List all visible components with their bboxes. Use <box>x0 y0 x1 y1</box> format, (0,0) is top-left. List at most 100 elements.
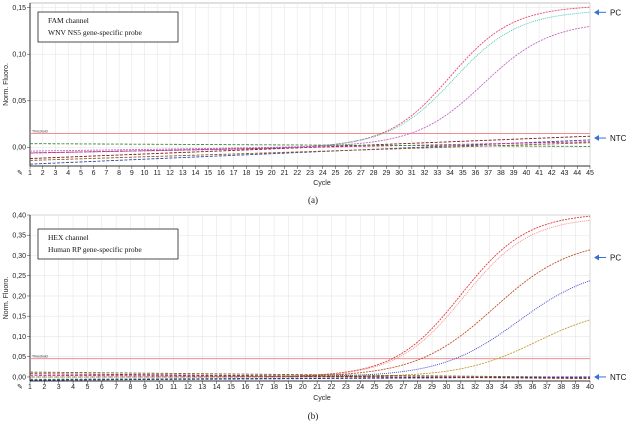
series-line-ntc-2 <box>30 139 590 165</box>
x-tick-label: 14 <box>192 170 200 177</box>
x-tick-label: 25 <box>371 384 379 391</box>
x-tick-label: 41 <box>535 170 543 177</box>
panel-label: (b) <box>308 411 319 421</box>
x-tick-label: 16 <box>241 384 249 391</box>
x-tick-label: 23 <box>342 384 350 391</box>
x-tick-label: 36 <box>472 170 480 177</box>
x-tick-label: 6 <box>92 170 96 177</box>
x-tick-label: 39 <box>510 170 518 177</box>
x-tick-label: 12 <box>166 170 174 177</box>
x-tick-label: 9 <box>143 384 147 391</box>
annotation-arrow-head-icon <box>594 254 599 261</box>
panel-a-chart: 1 2 3 4 5 6 7 8 9 10 11 12 13 14 15 16 17 18 19 20 21 22 23 24 2… <box>3 2 627 205</box>
x-tick-label: 37 <box>484 170 492 177</box>
y-tick-label: 0,10 <box>12 334 26 341</box>
x-tick-label: 28 <box>414 384 422 391</box>
x-tick-label: 44 <box>573 170 581 177</box>
y-tick-label: 0,10 <box>12 52 26 59</box>
x-tick-label: 38 <box>497 170 505 177</box>
x-tick-label: 30 <box>395 170 403 177</box>
x-tick-label: 18 <box>270 384 278 391</box>
x-tick-label: 6 <box>100 384 104 391</box>
y-tick-label: 0,35 <box>12 233 26 240</box>
axis-corner-icon: ✎ <box>17 384 23 391</box>
x-tick-label: 3 <box>57 384 61 391</box>
x-tick-label: 23 <box>306 170 314 177</box>
y-tick-label: 0,25 <box>12 273 26 280</box>
x-tick-label: 32 <box>421 170 429 177</box>
x-tick-label: 26 <box>385 384 393 391</box>
annotation-label: PC <box>610 8 621 17</box>
x-tick-label: 30 <box>443 384 451 391</box>
x-tick-label: 40 <box>586 384 594 391</box>
x-tick-label: 4 <box>66 170 70 177</box>
x-tick-label: 15 <box>204 170 212 177</box>
x-tick-label: 8 <box>129 384 133 391</box>
series-line-ntc-4 <box>30 376 590 381</box>
y-tick-label: 0,05 <box>12 98 26 105</box>
x-tick-label: 36 <box>529 384 537 391</box>
x-tick-label: 35 <box>514 384 522 391</box>
x-tick-label: 7 <box>114 384 118 391</box>
x-tick-label: 12 <box>184 384 192 391</box>
x-tick-label: 18 <box>242 170 250 177</box>
y-tick-label: 0,05 <box>12 354 26 361</box>
x-tick-label: 15 <box>227 384 235 391</box>
x-tick-label: 21 <box>281 170 289 177</box>
x-tick-label: 13 <box>179 170 187 177</box>
x-tick-label: 33 <box>433 170 441 177</box>
annotation-arrow-head-icon <box>594 373 599 380</box>
y-tick-label: 0,15 <box>12 314 26 321</box>
x-tick-label: 4 <box>71 384 75 391</box>
x-tick-label: 7 <box>104 170 108 177</box>
x-tick-label: 37 <box>543 384 551 391</box>
legend-box <box>37 11 179 43</box>
x-tick-label: 2 <box>42 384 46 391</box>
x-tick-label: 21 <box>313 384 321 391</box>
series-line-ntc-5 <box>30 373 590 380</box>
x-tick-label: 14 <box>213 384 221 391</box>
y-tick-label: 0,20 <box>12 293 26 300</box>
y-tick-label: 0,00 <box>12 374 26 381</box>
x-tick-label: 13 <box>198 384 206 391</box>
axis-corner-icon: ✎ <box>17 170 23 177</box>
x-tick-label: 5 <box>85 384 89 391</box>
x-tick-label: 33 <box>486 384 494 391</box>
x-tick-label: 27 <box>357 170 365 177</box>
legend-subtitle: Human RP gene-specific probe <box>48 245 142 254</box>
x-tick-label: 24 <box>356 384 364 391</box>
y-tick-label: 0,15 <box>12 5 26 12</box>
x-tick-label: 19 <box>255 170 263 177</box>
series-line-ntc-4 <box>30 143 590 147</box>
panel-label: (a) <box>308 195 318 205</box>
x-tick-label: 29 <box>428 384 436 391</box>
series-group <box>30 215 590 381</box>
x-tick-label: 32 <box>471 384 479 391</box>
x-tick-label: 3 <box>54 170 58 177</box>
series-line-ntc-3 <box>30 371 590 378</box>
x-tick-label: 10 <box>155 384 163 391</box>
annotation-arrow-head-icon <box>594 135 599 142</box>
annotation-label: PC <box>610 254 621 263</box>
x-tick-label: 2 <box>41 170 45 177</box>
x-tick-label: 40 <box>522 170 530 177</box>
x-tick-label: 45 <box>586 170 594 177</box>
x-tick-label: 34 <box>500 384 508 391</box>
series-line-ntc-3 <box>30 141 590 154</box>
legend-box <box>37 228 179 260</box>
x-tick-label: 17 <box>256 384 264 391</box>
x-tick-label: 42 <box>548 170 556 177</box>
x-tick-label: 8 <box>117 170 121 177</box>
annotation-label: NTC <box>610 134 627 143</box>
x-tick-label: 29 <box>382 170 390 177</box>
panel-b-chart: 1 2 3 4 5 6 7 8 9 10 11 12 13 14 15 16 17 18 19 20 21 22 23 24 2… <box>3 212 627 421</box>
y-tick-label: 0,30 <box>12 253 26 260</box>
x-axis-label: Cycle <box>313 180 331 187</box>
x-tick-label: 10 <box>141 170 149 177</box>
y-axis-label: Norm. Fluoro. <box>3 63 10 106</box>
x-tick-label: 22 <box>293 170 301 177</box>
y-tick-label: 0,00 <box>12 145 26 152</box>
x-tick-label: 39 <box>572 384 580 391</box>
x-tick-label: 9 <box>130 170 134 177</box>
